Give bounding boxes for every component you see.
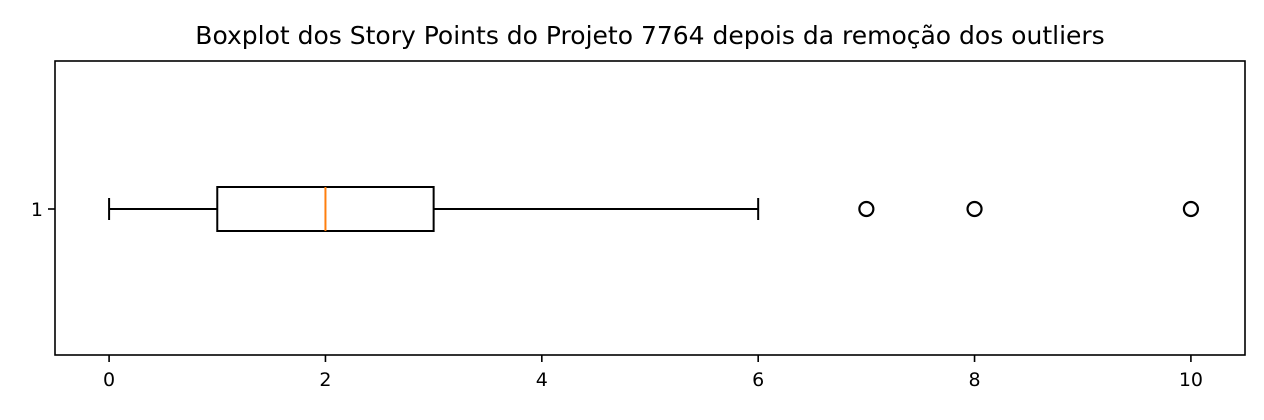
plot-frame (54, 60, 1246, 356)
chart-title: Boxplot dos Story Points do Projeto 7764… (195, 21, 1104, 50)
y-tick-label: 1 (31, 199, 43, 221)
x-tick-label: 2 (319, 369, 331, 391)
axis-ticks: 0 2 4 6 8 10 1 (31, 199, 1203, 391)
box-group (108, 186, 1200, 232)
x-tick-label: 4 (536, 369, 548, 391)
x-tick-label: 8 (968, 369, 980, 391)
outlier-point (1182, 200, 1200, 218)
x-tick-label: 6 (752, 369, 764, 391)
outlier-point (966, 200, 983, 218)
x-tick-label: 0 (103, 369, 115, 391)
x-tick-label: 10 (1179, 369, 1203, 391)
outlier-point (858, 200, 875, 218)
